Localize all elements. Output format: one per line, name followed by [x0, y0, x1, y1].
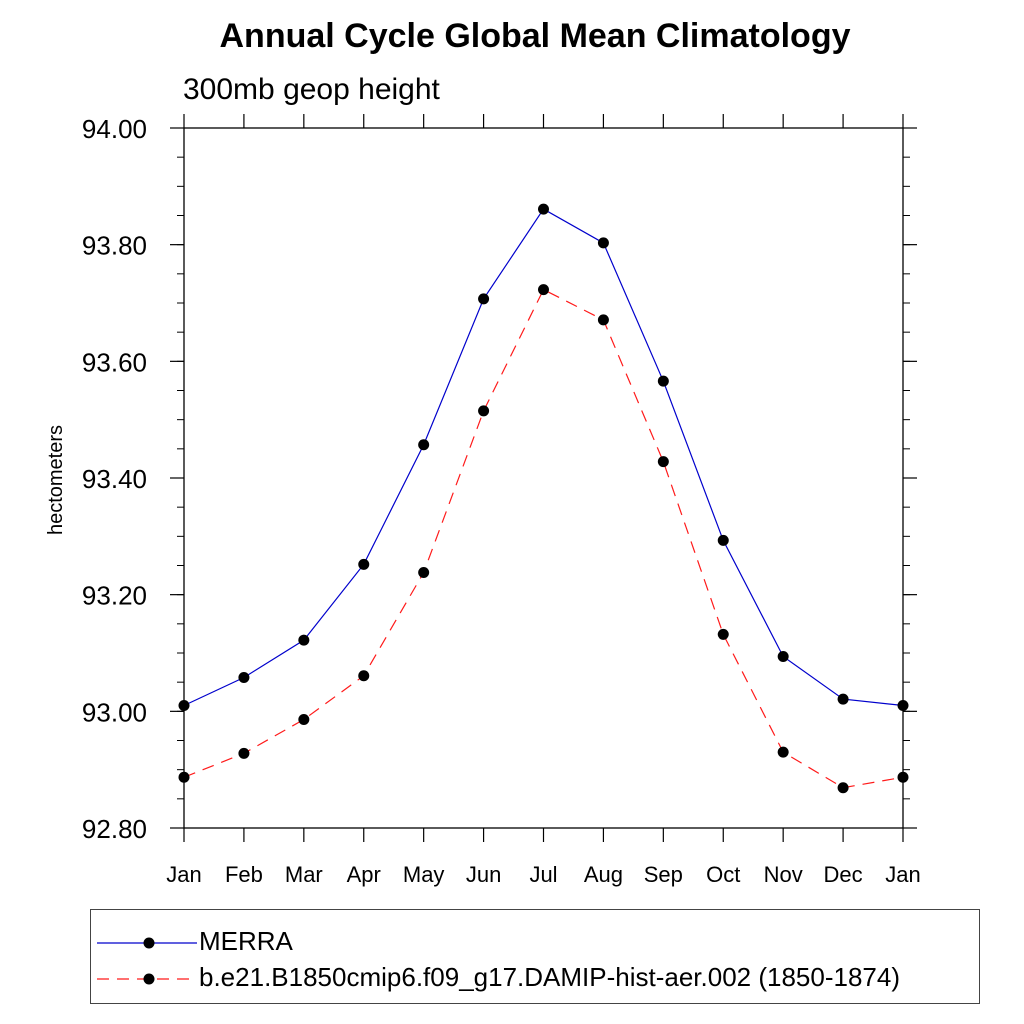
legend-label-model: b.e21.B1850cmip6.f09_g17.DAMIP-hist-aer.… [199, 962, 900, 992]
x-tick-label: Jun [466, 862, 501, 887]
series-line-0 [183, 208, 904, 707]
series-0-point [298, 634, 310, 646]
x-tick-label: Nov [764, 862, 803, 887]
series-1-point [298, 714, 310, 725]
axis-ticks: 92.80 93.00 93.20 93.40 93.60 93.80 94.00 Jan Fe… [82, 114, 921, 887]
series-1-point [358, 670, 370, 682]
series-1-point [418, 567, 430, 578]
legend-swatch-model [97, 973, 197, 985]
series-layer [178, 203, 909, 794]
series-1-point [538, 284, 549, 296]
x-tick-label: Jan [166, 862, 201, 887]
series-0-point [538, 203, 549, 215]
series-1-point [178, 771, 190, 783]
series-0-point [837, 693, 849, 705]
series-1-point [657, 456, 669, 468]
series-1-point [897, 771, 909, 783]
legend-item-model: b.e21.B1850cmip6.f09_g17.DAMIP-hist-aer.… [91, 962, 979, 1002]
series-1-point [238, 747, 250, 759]
x-tick-label: Apr [347, 862, 381, 887]
series-0-point [597, 237, 609, 249]
y-tick-label: 93.40 [82, 464, 147, 494]
y-tick-label: 93.00 [82, 697, 147, 727]
y-tick-label: 93.60 [82, 347, 147, 377]
series-1-point [597, 314, 609, 326]
x-tick-label: Mar [285, 862, 323, 887]
x-tick-label: Jan [885, 862, 920, 887]
legend-label-merra: MERRA [199, 926, 293, 956]
series-1-point [478, 405, 490, 417]
y-axis-label: hectometers [45, 425, 67, 535]
y-tick-label: 93.80 [82, 231, 147, 261]
series-0-point [238, 672, 250, 683]
legend-marker-model [143, 973, 155, 985]
x-tick-label: Sep [644, 862, 683, 887]
series-0-point [358, 558, 370, 570]
legend-marker-merra [143, 937, 155, 949]
series-0-point [897, 700, 909, 711]
x-tick-label: Aug [584, 862, 623, 887]
y-tick-label: 92.80 [82, 814, 147, 844]
y-tick-label: 94.00 [82, 114, 147, 144]
series-0-point [777, 651, 789, 662]
plot-frame [183, 127, 904, 829]
series-0 [178, 203, 909, 711]
series-0-point [657, 375, 669, 387]
legend-item-merra: MERRA [91, 926, 979, 966]
x-tick-label: Dec [824, 862, 863, 887]
series-0-point [418, 439, 430, 451]
legend-swatch-merra [97, 937, 197, 949]
series-1 [178, 284, 909, 794]
x-tick-label: Jul [529, 862, 557, 887]
series-0-point [178, 700, 190, 711]
chart-subtitle: 300mb geop height [183, 73, 441, 106]
x-tick-label: May [403, 862, 445, 887]
chart-title: Annual Cycle Global Mean Climatology [220, 17, 851, 55]
legend: MERRA b.e21.B1850cmip6.f09_g17.DAMIP-his… [90, 909, 980, 1004]
series-line-1 [183, 288, 904, 789]
x-tick-label: Oct [706, 862, 740, 887]
series-0-point [478, 293, 490, 305]
series-1-point [717, 628, 729, 640]
x-tick-label: Feb [225, 862, 263, 887]
series-1-point [837, 782, 849, 794]
y-tick-label: 93.20 [82, 581, 147, 611]
series-0-point [717, 534, 729, 546]
series-1-point [777, 746, 789, 758]
